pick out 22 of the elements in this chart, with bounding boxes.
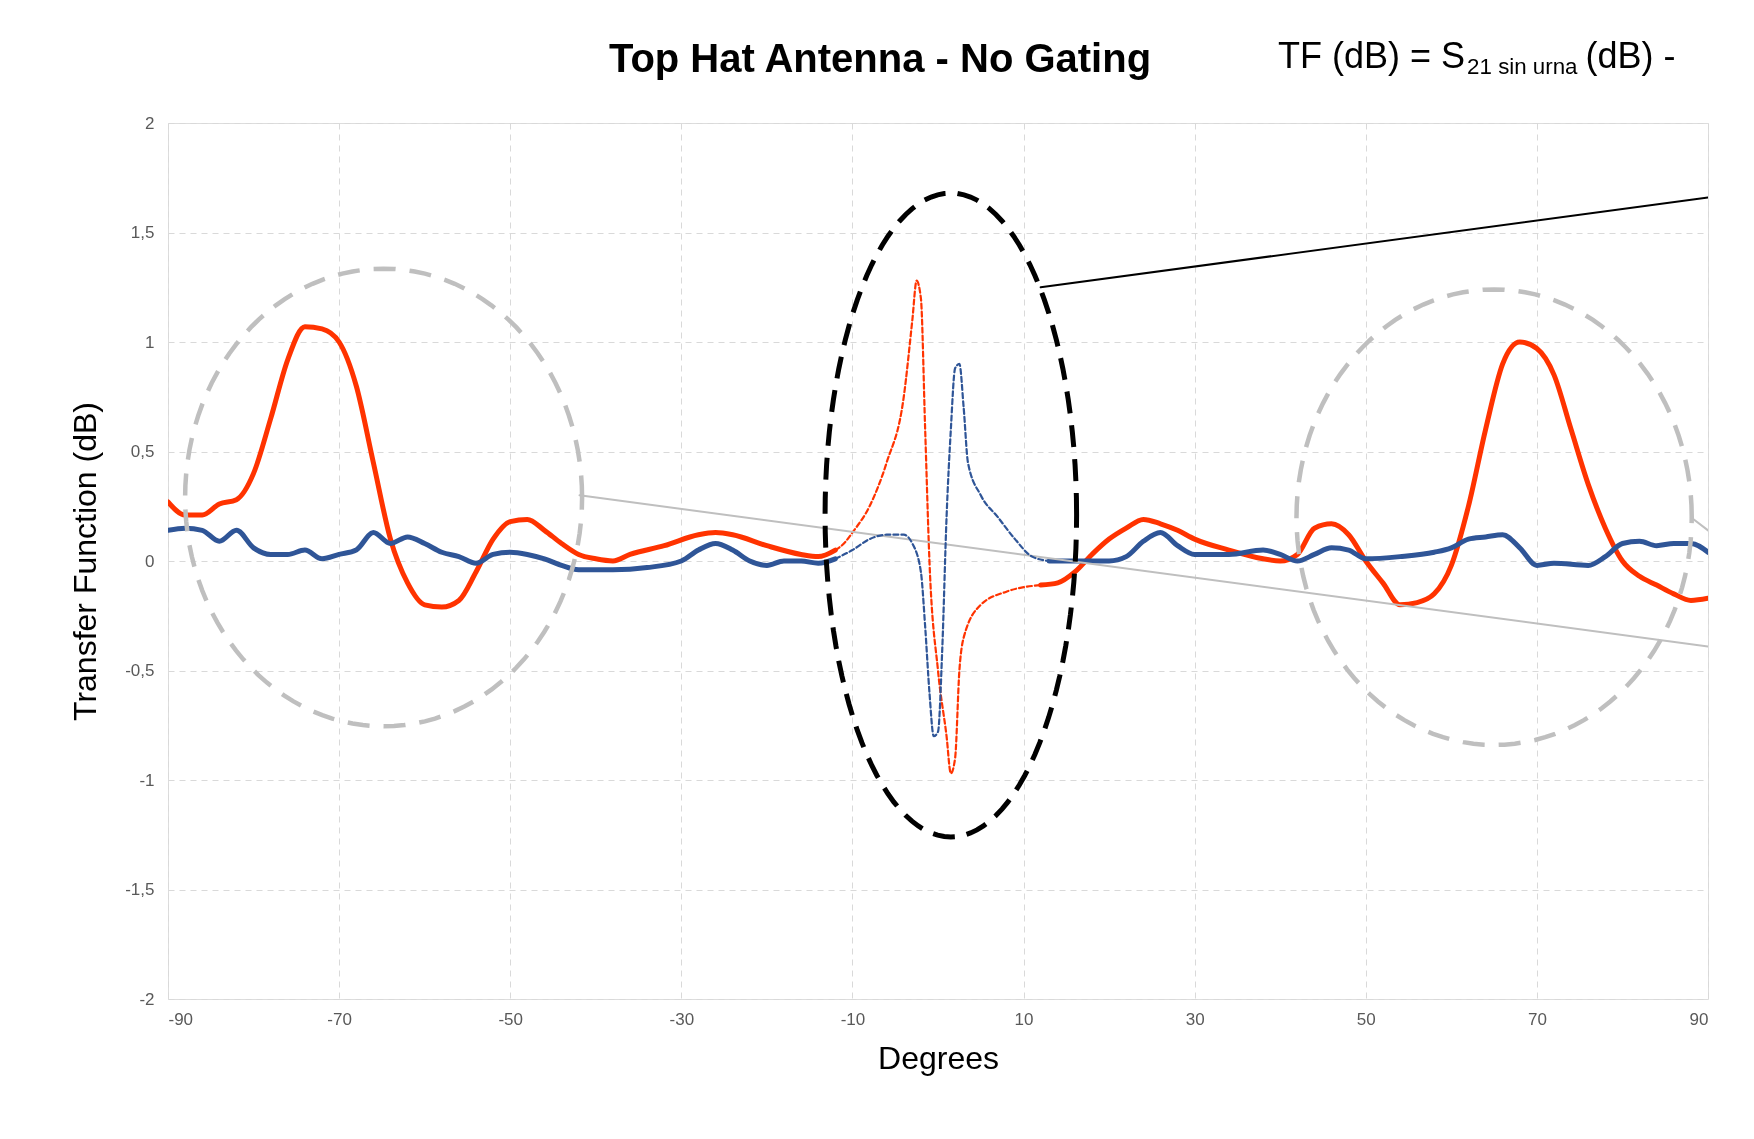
chart-title: Top Hat Antenna - No Gating (608, 36, 1152, 80)
x-tick-label: 50 (1356, 1009, 1376, 1029)
y-tick-label: -0,5 (125, 661, 155, 680)
x-tick-label: 70 (1527, 1009, 1547, 1029)
x-tick-label: -50 (498, 1009, 524, 1029)
y-tick-label: 2 (145, 113, 155, 133)
x-tick-label: -90 (168, 1009, 194, 1029)
x-axis-title: Degrees (878, 1039, 999, 1076)
x-tick-label: -30 (669, 1009, 695, 1029)
y-tick-label: -1 (139, 770, 155, 790)
x-tick-label: 30 (1185, 1009, 1205, 1029)
y-tick-label: -2 (139, 989, 155, 1009)
x-tick-label: 90 (1689, 1009, 1709, 1029)
x-tick-label: -70 (327, 1009, 352, 1029)
y-tick-label: 1,5 (130, 223, 155, 242)
y-tick-label: -1,5 (125, 880, 155, 899)
y-tick-label: 0 (145, 551, 155, 571)
y-axis-title: Transfer Function (dB) (67, 402, 104, 721)
y-tick-label: 1 (145, 332, 155, 352)
x-tick-label: -10 (840, 1009, 866, 1029)
x-tick-label: 10 (1014, 1009, 1034, 1029)
y-tick-label: 0,5 (130, 442, 155, 461)
